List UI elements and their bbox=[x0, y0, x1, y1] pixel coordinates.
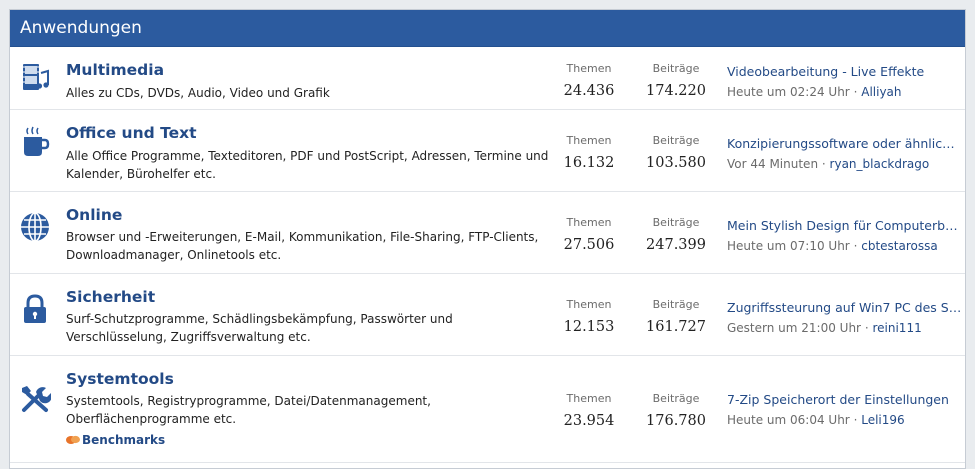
beitraege-count: Beiträge 174.220 bbox=[636, 62, 716, 101]
last-post-user-link[interactable]: Alliyah bbox=[861, 85, 902, 99]
last-post-thread-link[interactable]: Konzipierungssoftware oder ähnliches bbox=[727, 136, 962, 151]
subforum-label: Benchmarks bbox=[82, 433, 166, 447]
separator: · bbox=[821, 157, 826, 171]
forum-description: Alles zu CDs, DVDs, Audio, Video und Gra… bbox=[66, 86, 330, 100]
tools-icon bbox=[19, 383, 51, 415]
last-post-thread-link[interactable]: Videobearbeitung - Live Effekte bbox=[727, 64, 925, 79]
beitraege-value: 174.220 bbox=[646, 83, 706, 99]
themen-count: Themen 16.132 bbox=[549, 134, 629, 173]
forum-title-link[interactable]: Office und Text bbox=[66, 124, 197, 142]
beitraege-count: Beiträge 176.780 bbox=[636, 392, 716, 431]
last-post: Konzipierungssoftware oder ähnliches Vor… bbox=[727, 135, 962, 173]
themen-value: 12.153 bbox=[563, 319, 615, 335]
themen-label: Themen bbox=[566, 298, 612, 311]
beitraege-value: 247.399 bbox=[646, 237, 706, 253]
themen-value: 27.506 bbox=[563, 237, 615, 253]
subforum-link[interactable]: Benchmarks bbox=[66, 433, 165, 447]
last-post-time: Vor 44 Minuten bbox=[727, 157, 819, 171]
forum-title-link[interactable]: Sicherheit bbox=[66, 288, 156, 306]
themen-value: 16.132 bbox=[563, 155, 615, 171]
themen-count: Themen 12.153 bbox=[549, 298, 629, 337]
forum-row-multimedia: Multimedia Alles zu CDs, DVDs, Audio, Vi… bbox=[10, 47, 965, 110]
themen-label: Themen bbox=[566, 62, 612, 75]
separator: · bbox=[853, 413, 858, 427]
last-post-thread-link[interactable]: Zugriffssteurung auf Win7 PC des So... bbox=[727, 300, 962, 315]
last-post-meta: Heute um 06:04 Uhr · Leli196 bbox=[727, 411, 962, 429]
padlock-icon bbox=[19, 293, 51, 325]
themen-label: Themen bbox=[566, 392, 612, 405]
last-post-user-link[interactable]: ryan_blackdrago bbox=[829, 157, 930, 171]
last-post-user-link[interactable]: cbtestarossa bbox=[861, 239, 938, 253]
themen-count: Themen 24.436 bbox=[549, 62, 629, 101]
last-post-thread-link[interactable]: Mein Stylish Design für Computerbase bbox=[727, 218, 962, 233]
forum-description: Systemtools, Registryprogramme, Datei/Da… bbox=[66, 394, 431, 426]
last-post-time: Heute um 07:10 Uhr bbox=[727, 239, 850, 253]
forum-row-sicherheit: Sicherheit Surf-Schutzprogramme, Schädli… bbox=[10, 274, 965, 356]
last-post-meta: Gestern um 21:00 Uhr · reini111 bbox=[727, 319, 962, 337]
last-post-meta: Vor 44 Minuten · ryan_blackdrago bbox=[727, 155, 962, 173]
category-title: Anwendungen bbox=[20, 18, 142, 38]
themen-count: Themen 27.506 bbox=[549, 216, 629, 255]
last-post-time: Heute um 02:24 Uhr bbox=[727, 85, 850, 99]
last-post-meta: Heute um 02:24 Uhr · Alliyah bbox=[727, 83, 962, 101]
beitraege-label: Beiträge bbox=[652, 298, 700, 311]
forum-description: Browser und -Erweiterungen, E-Mail, Komm… bbox=[66, 230, 539, 262]
category-header: Anwendungen bbox=[10, 10, 965, 47]
forum-row-office: Office und Text Alle Office Programme, T… bbox=[10, 110, 965, 192]
beitraege-value: 176.780 bbox=[646, 413, 706, 429]
last-post-user-link[interactable]: reini111 bbox=[872, 321, 922, 335]
last-post: Videobearbeitung - Live Effekte Heute um… bbox=[727, 63, 962, 101]
themen-value: 23.954 bbox=[563, 413, 615, 429]
globe-icon bbox=[19, 211, 51, 243]
forum-row-systemtools: Systemtools Systemtools, Registryprogram… bbox=[10, 356, 965, 463]
forum-description: Alle Office Programme, Texteditoren, PDF… bbox=[66, 149, 549, 181]
separator: · bbox=[853, 239, 858, 253]
beitraege-label: Beiträge bbox=[652, 392, 700, 405]
separator: · bbox=[853, 85, 858, 99]
last-post-user-link[interactable]: Leli196 bbox=[861, 413, 905, 427]
beitraege-label: Beiträge bbox=[652, 216, 700, 229]
beitraege-count: Beiträge 103.580 bbox=[636, 134, 716, 173]
separator: · bbox=[864, 321, 869, 335]
last-post: 7-Zip Speicherort der Einstellungen Heut… bbox=[727, 391, 962, 429]
coffee-mug-icon bbox=[19, 126, 51, 158]
beitraege-count: Beiträge 161.727 bbox=[636, 298, 716, 337]
multimedia-icon bbox=[19, 61, 51, 93]
beitraege-value: 161.727 bbox=[646, 319, 706, 335]
beitraege-label: Beiträge bbox=[652, 134, 700, 147]
beitraege-value: 103.580 bbox=[646, 155, 706, 171]
forum-title-link[interactable]: Online bbox=[66, 206, 123, 224]
themen-value: 24.436 bbox=[563, 83, 615, 99]
last-post-meta: Heute um 07:10 Uhr · cbtestarossa bbox=[727, 237, 962, 255]
themen-count: Themen 23.954 bbox=[549, 392, 629, 431]
last-post-thread-link[interactable]: 7-Zip Speicherort der Einstellungen bbox=[727, 392, 949, 407]
last-post: Zugriffssteurung auf Win7 PC des So... G… bbox=[727, 299, 962, 337]
forum-row-online: Online Browser und -Erweiterungen, E-Mai… bbox=[10, 192, 965, 274]
last-post-time: Heute um 06:04 Uhr bbox=[727, 413, 850, 427]
themen-label: Themen bbox=[566, 134, 612, 147]
forum-description: Surf-Schutzprogramme, Schädlingsbekämpfu… bbox=[66, 312, 453, 344]
last-post-time: Gestern um 21:00 Uhr bbox=[727, 321, 861, 335]
themen-label: Themen bbox=[566, 216, 612, 229]
beitraege-label: Beiträge bbox=[652, 62, 700, 75]
forum-title-link[interactable]: Systemtools bbox=[66, 370, 174, 388]
chat-bubbles-icon bbox=[66, 435, 80, 444]
last-post: Mein Stylish Design für Computerbase Heu… bbox=[727, 217, 962, 255]
forum-title-link[interactable]: Multimedia bbox=[66, 61, 165, 79]
beitraege-count: Beiträge 247.399 bbox=[636, 216, 716, 255]
forum-category-panel: Anwendungen Multimedia Alles zu CDs, DVD… bbox=[9, 9, 966, 469]
